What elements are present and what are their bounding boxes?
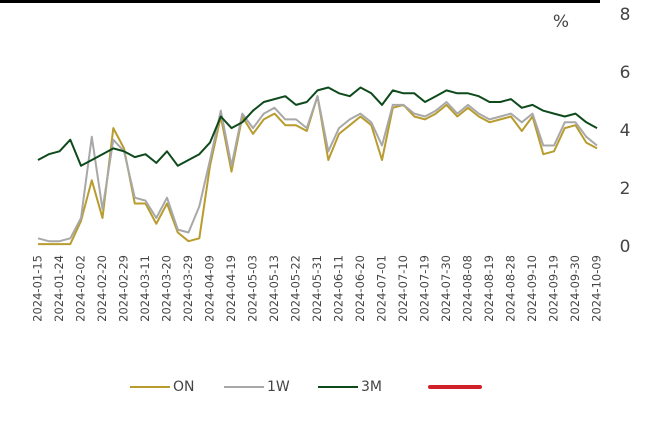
series-line	[38, 95, 598, 246]
x-tick-label: 2024-04-09	[203, 255, 217, 322]
x-tick-label: 2024-05-13	[267, 255, 281, 322]
y-tick-label: 6	[620, 63, 631, 83]
x-tick-label: 2024-09-10	[525, 255, 539, 322]
x-tick-label: 2024-05-03	[246, 255, 260, 322]
y-tick-label: 4	[620, 121, 631, 141]
x-tick-label: 2024-03-20	[160, 255, 174, 322]
legend-label: 3M	[361, 379, 382, 395]
x-tick-label: 2024-06-11	[332, 255, 346, 322]
x-tick-label: 2024-03-29	[181, 255, 195, 322]
x-tick-label: 2024-07-30	[439, 255, 453, 322]
y-tick-label: 0	[620, 237, 631, 257]
x-tick-label: 2024-04-19	[224, 255, 238, 322]
x-tick-label: 2024-07-19	[418, 255, 432, 322]
x-tick-label: 2024-01-24	[52, 255, 66, 322]
x-tick-label: 2024-06-20	[353, 255, 367, 322]
x-tick-label: 2024-03-11	[138, 255, 152, 322]
x-tick-label: 2024-07-01	[375, 255, 389, 322]
x-tick-label: 2024-08-19	[482, 255, 496, 322]
x-tick-label: 2024-05-31	[310, 255, 324, 322]
x-tick-label: 2024-02-02	[74, 255, 88, 322]
y-tick-label: 2	[620, 179, 631, 199]
legend-label: 1W	[267, 379, 290, 395]
x-tick-label: 2024-02-29	[117, 255, 131, 322]
x-tick-label: 2024-09-19	[547, 255, 561, 322]
y-tick-label: 8	[620, 5, 631, 25]
y-unit: %	[553, 12, 569, 32]
x-tick-label: 2024-08-08	[461, 255, 475, 322]
legend-label: ON	[173, 379, 195, 395]
x-tick-label: 2024-10-09	[590, 255, 604, 322]
x-tick-label: 2024-02-20	[95, 255, 109, 322]
x-tick-label: 2024-01-15	[31, 255, 45, 322]
x-tick-label: 2024-09-30	[568, 255, 582, 322]
x-tick-label: 2024-05-22	[289, 255, 303, 322]
x-tick-label: 2024-08-28	[504, 255, 518, 322]
x-tick-label: 2024-07-10	[396, 255, 410, 322]
series-line	[37, 86, 598, 167]
series-line	[37, 95, 598, 243]
